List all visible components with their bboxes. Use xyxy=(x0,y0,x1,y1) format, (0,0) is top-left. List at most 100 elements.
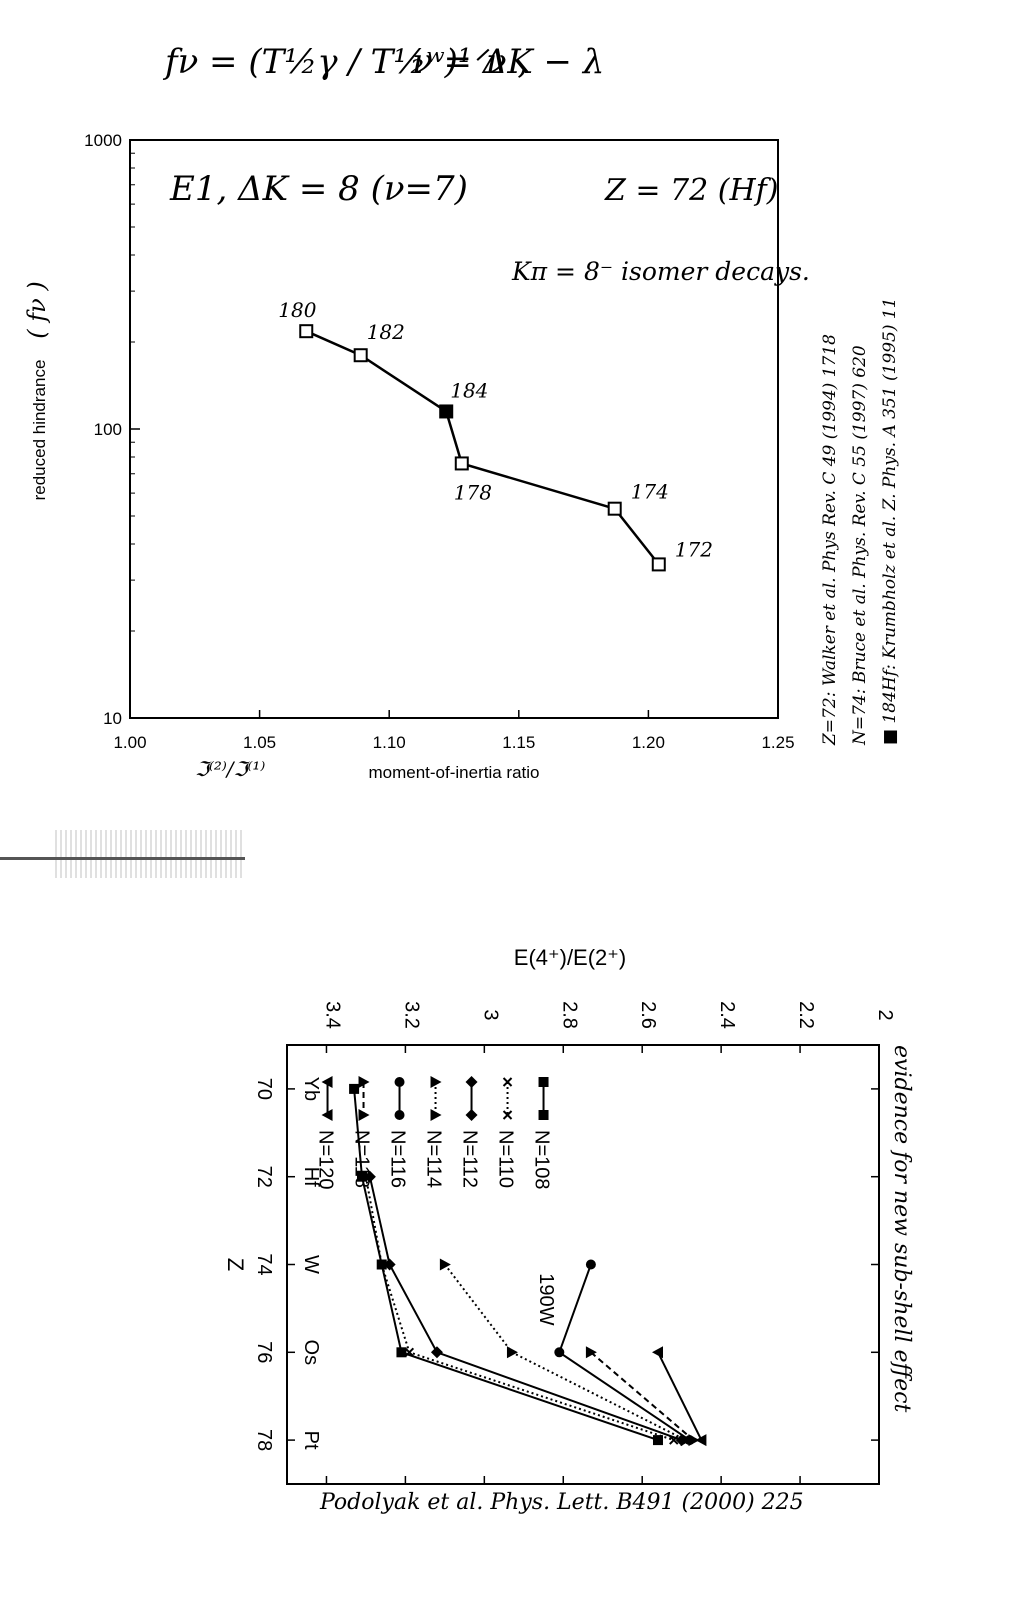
x-axis-label-handwritten: ℑ⁽²⁾/ℑ⁽¹⁾ xyxy=(195,757,265,781)
annotation-e1: E1, ΔK = 8 (ν=7) xyxy=(169,169,468,209)
data-point xyxy=(439,404,454,419)
series-line xyxy=(657,1351,703,1441)
series-line xyxy=(368,1176,683,1442)
z-tick-label: 74 xyxy=(253,1253,275,1275)
z-tick-label: 78 xyxy=(253,1429,275,1451)
element-label: Pt xyxy=(300,1431,322,1450)
e-ratio-tick-label: 2 xyxy=(874,1009,896,1020)
point-label: 180 xyxy=(278,298,316,322)
e-ratio-tick-label: 2.4 xyxy=(716,1001,738,1029)
legend-marker xyxy=(430,1076,442,1088)
legend-label: N=116 xyxy=(387,1130,409,1188)
legend-label: N=108 xyxy=(531,1130,553,1190)
z-tick-label: 72 xyxy=(253,1166,275,1188)
e-ratio-axis-label: E(4⁺)/E(2⁺) xyxy=(514,945,626,970)
data-point xyxy=(454,456,469,471)
point-label: 184 xyxy=(450,378,488,402)
point-label: 174 xyxy=(631,480,669,504)
data-point xyxy=(651,557,666,572)
formula-left: fν = (T½γ / T½ʷ)¹ᐟν , xyxy=(165,42,529,82)
e-ratio-tick-label: 3 xyxy=(479,1009,501,1020)
plot-frame xyxy=(286,1044,880,1485)
annotation-z72: Z = 72 (Hf) xyxy=(604,173,778,208)
e-ratio-tick-label: 2.6 xyxy=(637,1001,659,1029)
legend-marker xyxy=(538,1110,549,1120)
x-tick-label: 1.10 xyxy=(373,733,406,752)
legend-marker xyxy=(321,1076,333,1088)
formula-right: ν = ΔK − λ xyxy=(412,42,605,82)
legend-marker xyxy=(394,1110,405,1120)
data-point xyxy=(356,1171,367,1182)
series-line xyxy=(590,1351,695,1441)
reference-1: Z=72: Walker et al. Phys Rev. C 49 (1994… xyxy=(820,334,840,745)
legend-marker xyxy=(465,1109,478,1121)
data-point xyxy=(607,501,622,516)
hindrance-chart: 1.00 1.05 1.10 1.15 1.20 1.25 10 100 1000 moment-… xyxy=(23,131,810,782)
legend-marker xyxy=(430,1109,442,1121)
data-point xyxy=(652,1435,663,1446)
x-tick-label: 1.25 xyxy=(761,733,794,752)
data-point xyxy=(439,1258,451,1271)
annotation-isomer: Kπ = 8⁻ isomer decays. xyxy=(511,257,810,286)
y-tick-label: 10 xyxy=(103,709,122,728)
e4-e2-chart: 2 2.2 2.4 2.6 2.8 3 3.2 3.4 E(4⁺)/E(2⁺) 70 Yb 72 Hf 7… xyxy=(223,945,914,1485)
data-point xyxy=(349,1083,360,1094)
data-point xyxy=(363,1170,376,1183)
legend-marker xyxy=(321,1109,333,1121)
sub-shell-note: evidence for new sub-shell effect xyxy=(889,1045,914,1412)
data-point xyxy=(585,1346,597,1359)
point-label: 172 xyxy=(675,537,713,561)
legend-marker xyxy=(465,1076,478,1088)
z-tick-label: 70 xyxy=(253,1078,275,1100)
data-point xyxy=(585,1259,596,1270)
data-point xyxy=(299,324,314,339)
x-tick-label: 1.20 xyxy=(632,733,665,752)
point-label: 182 xyxy=(367,320,405,344)
scan-line xyxy=(0,857,245,860)
data-point xyxy=(383,1258,396,1271)
data-point xyxy=(353,348,368,363)
bottom-citation: Podolyak et al. Phys. Lett. B491 (2000) … xyxy=(320,1490,804,1515)
reference-2: N=74: Bruce et al. Phys. Rev. C 55 (1997… xyxy=(850,345,870,745)
data-point xyxy=(430,1346,443,1359)
series-line xyxy=(364,1176,675,1442)
x-tick-label: 1.05 xyxy=(243,733,276,752)
element-label: Os xyxy=(300,1340,322,1366)
x-axis-label: moment-of-inertia ratio xyxy=(368,763,539,782)
legend-marker xyxy=(502,1077,513,1087)
data-point xyxy=(404,1347,415,1358)
plot-frame xyxy=(129,139,779,719)
y-axis-label-handwritten: ( fν ) xyxy=(23,281,51,338)
scan-smudge xyxy=(55,830,245,878)
y-axis-label: reduced hindrance xyxy=(30,360,49,501)
data-point xyxy=(688,1434,700,1447)
e-ratio-tick-label: 2.8 xyxy=(558,1001,580,1029)
legend-marker xyxy=(358,1109,370,1121)
legend-marker xyxy=(538,1077,549,1087)
data-point xyxy=(651,1346,663,1359)
data-point xyxy=(377,1259,387,1270)
references: Z=72: Walker et al. Phys Rev. C 49 (1994… xyxy=(800,170,910,750)
legend-label: N=114 xyxy=(423,1130,445,1188)
x-tick-label: 1.00 xyxy=(113,733,146,752)
e-ratio-tick-label: 3.2 xyxy=(400,1001,422,1029)
legend-marker xyxy=(358,1076,370,1088)
legend-label: N=120 xyxy=(315,1130,337,1190)
y-tick-label: 1000 xyxy=(84,131,122,150)
annotation-190w: 190W xyxy=(535,1273,557,1325)
data-point xyxy=(554,1347,565,1358)
point-label: 178 xyxy=(454,480,492,504)
z-axis-label: Z xyxy=(223,1258,248,1271)
legend-marker xyxy=(502,1110,513,1120)
series-line xyxy=(305,330,660,566)
legend-label: N=112 xyxy=(459,1130,481,1188)
z-tick-label: 76 xyxy=(253,1341,275,1363)
element-label: Hf xyxy=(300,1167,322,1187)
e-ratio-tick-label: 3.4 xyxy=(321,1001,343,1029)
legend-label: N=118 xyxy=(351,1130,373,1188)
element-label: Yb xyxy=(300,1077,322,1101)
data-point xyxy=(506,1346,518,1359)
x-tick-label: 1.15 xyxy=(502,733,535,752)
y-tick-label: 100 xyxy=(94,420,122,439)
element-label: W xyxy=(300,1255,322,1274)
